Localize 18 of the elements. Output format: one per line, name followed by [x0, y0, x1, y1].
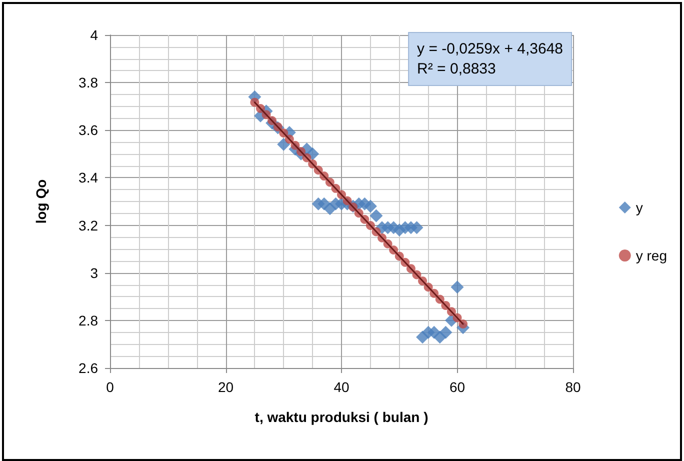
y-tick-label: 3 — [90, 264, 98, 281]
annotation: y = -0,0259x + 4,3648 R² = 0,8833 — [417, 40, 564, 78]
y-tick-label: 3.4 — [78, 170, 98, 186]
x-tick-label: 40 — [334, 379, 350, 395]
x-axis-title: t, waktu produksi ( bulan ) — [254, 409, 428, 425]
y-tick-label: 4 — [90, 27, 98, 43]
x-tick-label: 60 — [449, 379, 466, 395]
y-tick-label: 3.6 — [78, 122, 98, 138]
y-tick-label: 2.8 — [78, 312, 98, 328]
y-tick-label: 3.8 — [78, 74, 98, 91]
x-tick-label: 20 — [218, 379, 234, 395]
y-tick-label: 3.2 — [78, 217, 98, 234]
x-tick-label: 0 — [106, 379, 114, 395]
legend-label: y reg — [636, 248, 667, 264]
x-tick-label: 80 — [565, 379, 581, 395]
y-tick-label: 2.6 — [78, 360, 98, 376]
legend-label: y — [636, 200, 643, 216]
y-axis-title: log Qo — [33, 179, 49, 224]
